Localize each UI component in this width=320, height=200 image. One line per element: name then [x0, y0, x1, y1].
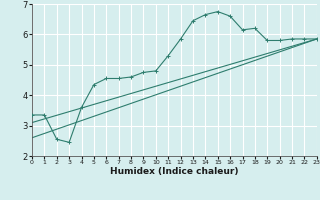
X-axis label: Humidex (Indice chaleur): Humidex (Indice chaleur) — [110, 167, 239, 176]
